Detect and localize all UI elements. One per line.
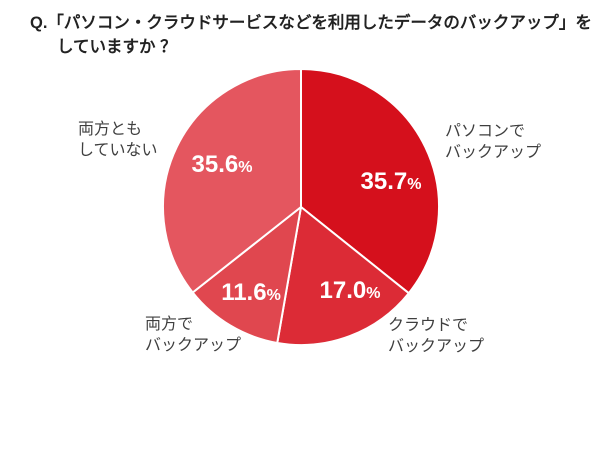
percent-sign: %: [366, 285, 381, 302]
percent-sign: %: [407, 176, 422, 193]
pie-slice-3: [162, 68, 302, 294]
percent-sign: %: [266, 287, 281, 304]
percent-sign: %: [238, 159, 253, 176]
slice-value-pc-backup: 35.7%: [361, 170, 422, 194]
slice-value-both-backup: 11.6%: [221, 281, 281, 305]
slice-value-number: 35.7: [360, 168, 408, 195]
pie-slice-0: [300, 68, 440, 295]
slice-label-pc-backup: パソコンで バックアップ: [445, 123, 542, 161]
chart-title: Q.「パソコン・クラウドサービスなどを利用したデータのバックアップ」を していま…: [30, 12, 600, 60]
slice-label-both-backup: 両方で バックアップ: [145, 316, 242, 354]
chart-title-line2: していますか ？: [57, 37, 177, 56]
slice-label-cloud-backup: クラウドで バックアップ: [388, 317, 485, 355]
chart-title-line1: Q.「パソコン・クラウドサービスなどを利用したデータのバックアップ」を: [30, 14, 592, 32]
slice-value-neither: 35.6%: [192, 153, 253, 177]
pie-slice-1: [276, 206, 410, 346]
slice-value-number: 35.6: [191, 151, 239, 178]
pie-slice-2: [191, 206, 302, 344]
slice-value-cloud-backup: 17.0%: [320, 279, 381, 303]
slice-value-number: 11.6: [221, 279, 267, 306]
slice-value-number: 17.0: [319, 277, 367, 304]
slice-label-neither: 両方とも していない: [78, 121, 158, 159]
